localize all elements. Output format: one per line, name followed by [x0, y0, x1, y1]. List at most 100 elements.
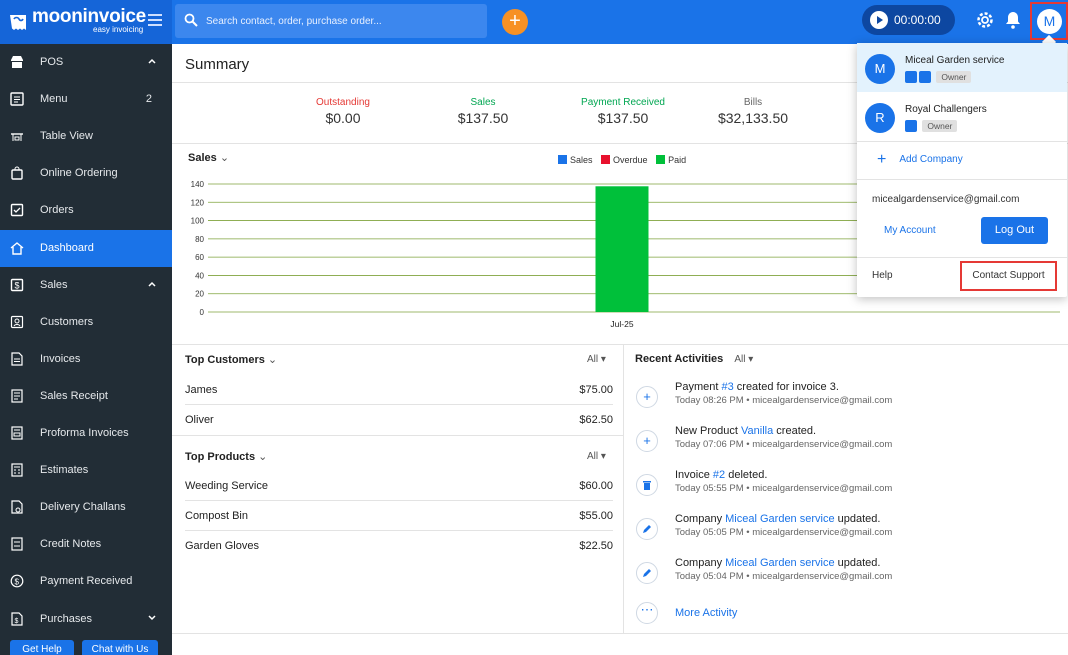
company-name: Royal Challengers	[905, 104, 987, 115]
timer-value: 00:00:00	[894, 13, 941, 27]
legend-item[interactable]: Overdue	[601, 155, 648, 165]
chevron-up-icon[interactable]	[148, 280, 156, 288]
activity-link[interactable]: Miceal Garden service	[725, 513, 835, 525]
legend-item[interactable]: Paid	[656, 155, 686, 165]
search-box[interactable]	[175, 4, 487, 38]
y-tick-label: 140	[191, 180, 205, 189]
sidebar-item-customers[interactable]: Customers	[0, 304, 172, 341]
stat-value: $137.50	[597, 110, 649, 126]
activity-title: Payment #3 created for invoice 3.	[675, 381, 839, 393]
legend-swatch	[558, 155, 567, 164]
sidebar-item-label: Payment Received	[40, 575, 133, 587]
table-row-name[interactable]: James	[185, 384, 218, 396]
table-row-amount: $62.50	[579, 414, 613, 426]
sidebar-item-payment-received[interactable]: $ Payment Received	[0, 563, 172, 600]
contact-support-button[interactable]: Contact Support	[960, 261, 1057, 291]
sidebar-item-estimates[interactable]: Estimates	[0, 452, 172, 489]
activity-link[interactable]: Miceal Garden service	[725, 557, 835, 569]
sidebar-item-delivery-challans[interactable]: Delivery Challans	[0, 489, 172, 526]
sidebar-item-label: Sales Receipt	[40, 390, 108, 402]
sidebar-item-label: Sales	[40, 279, 68, 291]
search-input[interactable]	[206, 12, 476, 30]
top-customers-title[interactable]: Top Customers ⌄	[185, 353, 277, 366]
stat-sales[interactable]: Sales $137.50	[418, 97, 548, 126]
table-row-amount: $60.00	[579, 480, 613, 492]
chart-title-dropdown[interactable]: Sales ⌄	[188, 151, 229, 164]
sidebar-item-sales[interactable]: $ Sales	[0, 267, 172, 304]
sidebar-item-proforma-invoices[interactable]: Proforma Invoices	[0, 415, 172, 452]
play-icon	[870, 11, 888, 29]
more-activity-link[interactable]: More Activity	[675, 607, 738, 619]
sidebar-item-orders[interactable]: Orders	[0, 192, 172, 229]
pos-app-icon	[919, 70, 931, 83]
avatar[interactable]: M	[1037, 9, 1062, 34]
activity-title: Company Miceal Garden service updated.	[675, 557, 880, 569]
activity-title: New Product Vanilla created.	[675, 425, 816, 437]
sidebar-item-sales-receipt[interactable]: Sales Receipt	[0, 378, 172, 415]
customers-icon	[10, 315, 24, 329]
legend-item[interactable]: Sales	[558, 155, 593, 165]
top-products-title[interactable]: Top Products ⌄	[185, 450, 267, 463]
chevron-up-icon[interactable]	[148, 57, 156, 65]
products-filter[interactable]: All ▾	[587, 451, 606, 462]
activity-text: Invoice	[675, 469, 713, 481]
legend-label: Paid	[668, 155, 687, 165]
brand-name[interactable]: mooninvoice	[32, 6, 146, 27]
company-item[interactable]: M Miceal Garden service Owner	[857, 43, 1067, 92]
sidebar-item-dashboard[interactable]: Dashboard	[0, 230, 172, 267]
sidebar-item-invoices[interactable]: Invoices	[0, 341, 172, 378]
hamburger-icon[interactable]	[148, 14, 162, 28]
more-icon: ⋯	[636, 602, 658, 624]
activity-text: New Product	[675, 425, 742, 437]
customers-filter[interactable]: All ▾	[587, 354, 606, 365]
bell-icon[interactable]	[1005, 11, 1021, 29]
company-badges: Owner	[905, 69, 972, 83]
credit-note-icon	[11, 537, 23, 551]
timer-button[interactable]: 00:00:00	[862, 5, 955, 35]
bar-paid[interactable]	[595, 186, 649, 312]
delivery-icon	[11, 500, 23, 514]
quick-add-button[interactable]: +	[502, 9, 528, 35]
avatar-highlight[interactable]: M	[1030, 2, 1068, 40]
my-account-link[interactable]: My Account	[884, 225, 936, 236]
stat-outstanding[interactable]: Outstanding $0.00	[278, 97, 408, 126]
legend-swatch	[656, 155, 666, 164]
stat-bills[interactable]: Bills $32,133.50	[688, 97, 818, 126]
divider	[172, 633, 1068, 634]
table-row-name[interactable]: Garden Gloves	[185, 540, 259, 552]
filter-label: All	[734, 354, 746, 365]
company-item[interactable]: R Royal Challengers Owner	[857, 92, 1067, 141]
sidebar-item-table-view[interactable]: Table View	[0, 118, 172, 155]
activity-link[interactable]: Vanilla	[741, 425, 774, 437]
add-company-button[interactable]: + Add Company	[877, 151, 963, 169]
chevron-down-icon[interactable]	[148, 614, 156, 622]
sidebar-item-pos[interactable]: POS	[0, 44, 172, 81]
gear-icon[interactable]	[975, 10, 995, 30]
sidebar-item-credit-notes[interactable]: Credit Notes	[0, 526, 172, 563]
get-help-button[interactable]: Get Help	[10, 640, 74, 655]
sidebar-item-online-ordering[interactable]: Online Ordering	[0, 155, 172, 192]
table-row-name[interactable]: Compost Bin	[185, 510, 248, 522]
menu-list-icon	[10, 92, 24, 106]
chat-button[interactable]: Chat with Us	[82, 640, 158, 655]
activity-link[interactable]: #2	[712, 469, 726, 481]
sidebar-item-menu[interactable]: Menu 2	[0, 81, 172, 118]
table-row-name[interactable]: Weeding Service	[185, 480, 268, 492]
activities-filter[interactable]: All ▾	[734, 354, 754, 365]
divider	[857, 257, 1067, 258]
activity-text: Payment	[675, 381, 722, 393]
search-icon	[184, 13, 198, 27]
legend-label: Overdue	[613, 155, 648, 165]
moon-invoice-icon	[905, 70, 917, 83]
sidebar-item-purchases[interactable]: $ Purchases	[0, 601, 172, 638]
logout-button[interactable]: Log Out	[981, 217, 1048, 244]
activity-text: deleted.	[725, 469, 768, 481]
activity-text: updated.	[834, 557, 881, 569]
activity-link[interactable]: #3	[721, 381, 734, 393]
help-link[interactable]: Help	[872, 270, 893, 281]
table-row-name[interactable]: Oliver	[185, 414, 214, 426]
legend-swatch	[601, 155, 611, 164]
stat-payment-received[interactable]: Payment Received $137.50	[558, 97, 688, 126]
home-icon	[10, 242, 24, 255]
svg-text:$: $	[15, 618, 19, 625]
